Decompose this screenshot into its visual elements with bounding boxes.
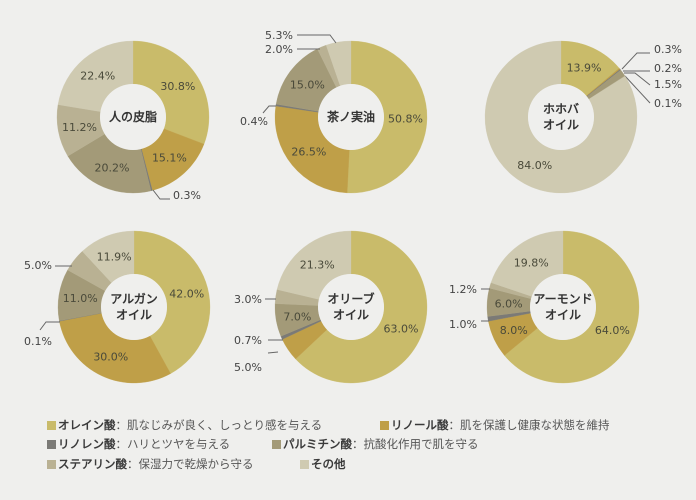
slice-label: 0.3% [654, 43, 682, 56]
slice-label: 3.0% [234, 293, 262, 306]
slice-label: 63.0% [384, 323, 419, 336]
legend-name: リノール酸 [391, 418, 449, 432]
donut-hole [100, 84, 166, 150]
legend-description: ：抗酸化作用で肌を守る [352, 437, 479, 451]
legend-item-palmitic: パルミチン酸 ：抗酸化作用で肌を守る [272, 436, 479, 452]
legend-item-other: その他 [300, 456, 346, 472]
slice-label: 42.0% [169, 287, 204, 300]
legend-swatch [272, 439, 281, 449]
slice-label: 0.7% [234, 334, 262, 347]
slice-label: 30.0% [93, 350, 128, 363]
leader-line [152, 189, 170, 200]
slice-label: 26.5% [291, 146, 326, 159]
slice-label: 1.2% [449, 283, 477, 296]
slice-label: 0.1% [24, 335, 52, 348]
legend-swatch [47, 439, 56, 449]
legend-name: ステアリン酸 [58, 457, 127, 471]
legend-swatch [300, 459, 309, 469]
slice-label: 19.8% [514, 257, 549, 270]
chart-title: 人の皮脂 [109, 109, 157, 124]
slice-label: 15.1% [152, 152, 187, 165]
slice-label: 30.8% [160, 80, 195, 93]
leader-line [624, 75, 651, 104]
donut-hole [318, 274, 384, 340]
slice-label: 7.0% [283, 311, 311, 324]
chart-title: 茶ノ実油 [326, 109, 375, 124]
donut-hole [318, 84, 384, 150]
slice-label: 64.0% [595, 324, 630, 337]
leader-line [39, 321, 60, 331]
legend-description: ：肌なじみが良く、しっとり感を与える [115, 418, 323, 432]
legend-description: ：肌を保護し健康な状態を維持 [448, 418, 610, 432]
legend-item-linoleic: リノール酸 ：肌を保護し健康な状態を維持 [380, 417, 610, 433]
slice-label: 0.1% [654, 97, 682, 110]
legend-name: リノレン酸 [58, 437, 116, 451]
slice-label: 11.0% [63, 292, 98, 305]
legend-swatch [47, 459, 56, 469]
slice-label: 11.2% [62, 121, 97, 134]
slice-label: 84.0% [517, 159, 552, 172]
chart-title: オイル [543, 118, 579, 132]
slice-label: 6.0% [495, 298, 523, 311]
chart-title: オイル [333, 308, 369, 322]
slice-label: 1.5% [654, 78, 682, 91]
legend-item-stearic: ステアリン酸 ：保湿力で乾燥から守る [47, 456, 254, 472]
donut-hole [528, 84, 594, 150]
chart-title: オイル [545, 308, 581, 322]
leader-line [262, 105, 276, 114]
legend-name: パルミチン酸 [283, 437, 352, 451]
slice-label: 11.9% [97, 250, 132, 263]
slice-label: 5.3% [265, 29, 293, 42]
legend-name: オレイン酸 [58, 418, 116, 432]
slice-label: 0.2% [654, 62, 682, 75]
legend-description: ：ハリとツヤを与える [115, 437, 231, 451]
slice-label: 21.3% [300, 258, 335, 271]
slice-label: 8.0% [500, 324, 528, 337]
leader-line [297, 34, 337, 44]
slice-label: 13.9% [567, 62, 602, 75]
legend-swatch [380, 420, 389, 430]
donut-hole [101, 274, 167, 340]
slice-label: 0.3% [173, 189, 201, 202]
chart-title: ホホバ [543, 102, 579, 116]
slice-label: 50.8% [388, 112, 423, 125]
chart-title: オイル [116, 308, 152, 322]
slice-label: 5.0% [24, 259, 52, 272]
leader-line [621, 52, 650, 70]
chart-title: アルガン [110, 291, 158, 306]
slice-label: 5.0% [234, 361, 262, 374]
slice-label: 0.4% [240, 115, 268, 128]
slice-label: 22.4% [80, 69, 115, 82]
legend-name: その他 [311, 457, 346, 471]
chart-title: アーモンド [533, 292, 592, 306]
leader-line [267, 351, 279, 354]
donut-hole [530, 274, 596, 340]
chart-title: オリーブ [327, 291, 374, 306]
leader-line [624, 72, 651, 86]
legend-swatch [47, 420, 56, 430]
slice-label: 1.0% [449, 318, 477, 331]
slice-label: 20.2% [95, 161, 130, 174]
legend-item-oleic: オレイン酸 ：肌なじみが良く、しっとり感を与える [47, 417, 322, 433]
slice-label: 2.0% [265, 43, 293, 56]
slice-label: 15.0% [290, 78, 325, 91]
legend-item-linolenic: リノレン酸 ：ハリとツヤを与える [47, 436, 230, 452]
legend-description: ：保湿力で乾燥から守る [127, 457, 254, 471]
